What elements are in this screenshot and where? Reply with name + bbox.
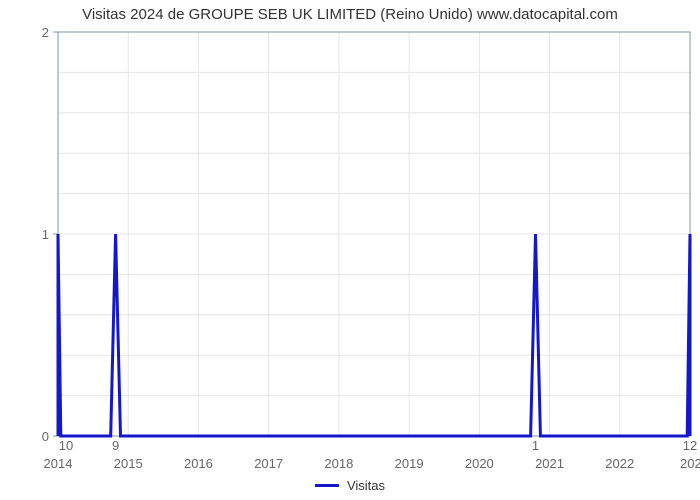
data-point-label: 12	[678, 438, 700, 453]
data-point-label: 9	[104, 438, 128, 453]
x-tick-label: 202	[680, 456, 700, 471]
x-tick-label: 2018	[319, 456, 359, 471]
x-tick-label: 2014	[38, 456, 78, 471]
y-tick-label: 2	[42, 25, 49, 40]
x-tick-label: 2020	[459, 456, 499, 471]
x-tick-label: 2016	[178, 456, 218, 471]
data-point-label: 10	[54, 438, 78, 453]
y-tick-label: 1	[42, 227, 49, 242]
x-tick-label: 2015	[108, 456, 148, 471]
chart-plot	[0, 0, 700, 500]
x-tick-label: 2022	[600, 456, 640, 471]
data-point-label: 1	[524, 438, 548, 453]
x-tick-label: 2019	[389, 456, 429, 471]
x-tick-label: 2021	[530, 456, 570, 471]
legend-swatch	[315, 484, 339, 487]
legend-label: Visitas	[347, 478, 385, 493]
x-tick-label: 2017	[249, 456, 289, 471]
y-tick-label: 0	[42, 429, 49, 444]
chart-legend: Visitas	[0, 477, 700, 493]
